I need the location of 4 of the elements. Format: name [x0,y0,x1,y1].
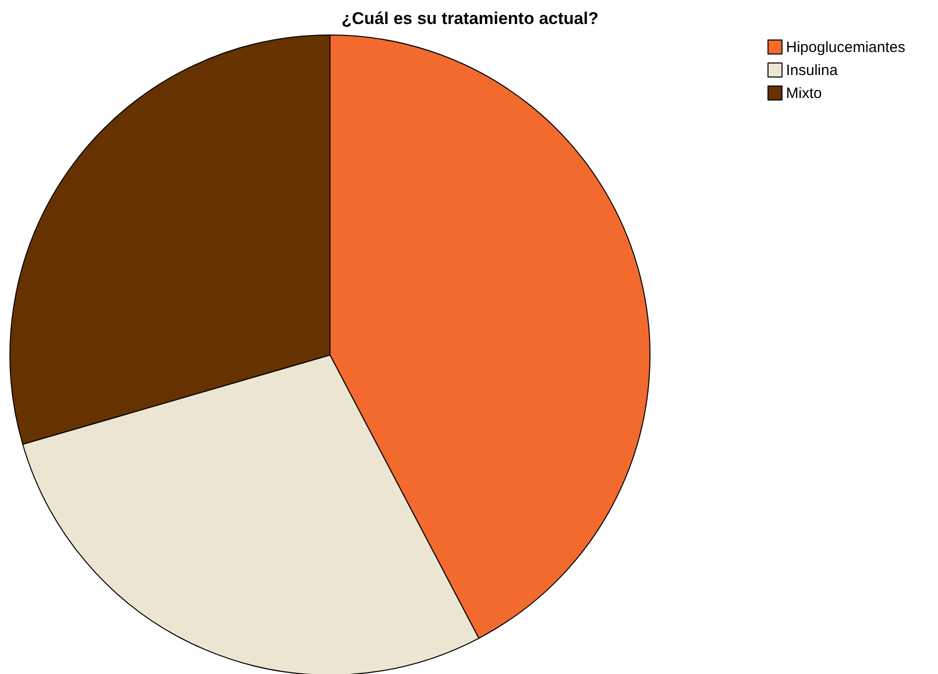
legend-label: Insulina [786,62,838,79]
legend-label: Mixto [786,85,822,102]
chart-title: ¿Cuál es su tratamiento actual? [342,9,598,28]
legend-label: Hipoglucemiantes [786,39,906,56]
